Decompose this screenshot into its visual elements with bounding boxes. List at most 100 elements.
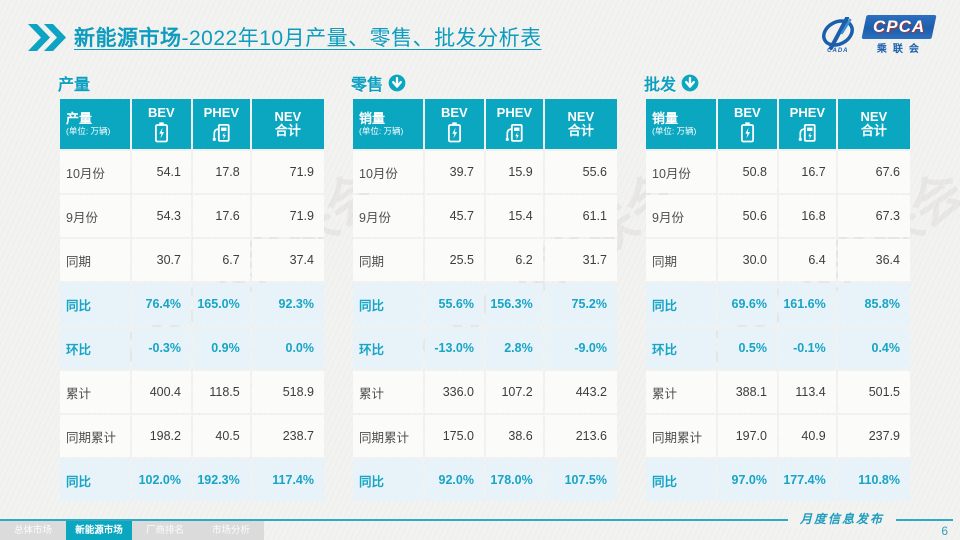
nev-total-value: 85.8%	[837, 283, 910, 325]
phev-value: 161.6%	[778, 283, 836, 325]
phev-value: 178.0%	[485, 459, 543, 501]
retail-section-label: 零售	[351, 77, 384, 94]
bev-value: 0.5%	[717, 327, 777, 369]
phev-value: 16.7	[778, 151, 836, 193]
phev-value: 15.4	[485, 195, 543, 237]
corner-header-cell: 销量 (单位: 万辆)	[353, 99, 423, 149]
phev-value: 118.5	[192, 371, 250, 413]
footer-divider-line	[0, 519, 953, 521]
phev-label: PHEV	[789, 104, 826, 120]
cpca-label: CPCA	[872, 17, 925, 36]
row-label: 10月份	[353, 151, 423, 193]
wholesale-table: 销量 (单位: 万辆) BEV PHEV	[644, 97, 912, 503]
corner-unit: (单位: 万辆)	[359, 126, 404, 136]
bev-value: 30.0	[717, 239, 777, 281]
phev-value: 17.6	[192, 195, 250, 237]
nev-total-value: 71.9	[251, 195, 324, 237]
bev-value: 25.5	[424, 239, 484, 281]
double-chevron-icon	[28, 23, 66, 51]
phev-column-header: PHEV	[486, 99, 543, 149]
table-row: 9月份 50.6 16.8 67.3	[646, 195, 910, 237]
table-row: 环比 0.5% -0.1% 0.4%	[646, 327, 910, 369]
nav-tab[interactable]: 新能源市场	[66, 521, 132, 540]
corner-title: 销量	[359, 111, 386, 126]
charging-pump-icon	[212, 123, 230, 142]
row-label: 同期累计	[60, 415, 130, 457]
bev-value: 336.0	[424, 371, 484, 413]
table-row: 同期 30.0 6.4 36.4	[646, 239, 910, 281]
nav-tab[interactable]: 总体市场	[0, 521, 66, 540]
nev-total-value: 501.5	[837, 371, 910, 413]
bev-value: 50.8	[717, 151, 777, 193]
nev-total-value: 37.4	[251, 239, 324, 281]
nev-total-value: 36.4	[837, 239, 910, 281]
row-label: 10月份	[646, 151, 716, 193]
nev-total-value: 67.6	[837, 151, 910, 193]
nev-label-line2: 合计	[860, 123, 887, 138]
table-row: 累计 388.1 113.4 501.5	[646, 371, 910, 413]
phev-value: 17.8	[192, 151, 250, 193]
phev-value: 107.2	[485, 371, 543, 413]
table-row: 同期累计 198.2 40.5 238.7	[60, 415, 324, 457]
phev-value: 192.3%	[192, 459, 250, 501]
table-row: 10月份 50.8 16.7 67.6	[646, 151, 910, 193]
row-label: 同期	[60, 239, 130, 281]
retail-section-head: 零售	[351, 70, 619, 96]
row-label: 同比	[353, 459, 423, 501]
phev-value: 113.4	[778, 371, 836, 413]
nev-total-value: 213.6	[544, 415, 617, 457]
nev-total-value: 443.2	[544, 371, 617, 413]
bev-value: -0.3%	[131, 327, 191, 369]
row-label: 同期	[353, 239, 423, 281]
page-title: 新能源市场-2022年10月产量、零售、批发分析表	[74, 22, 542, 52]
row-label: 10月份	[60, 151, 130, 193]
nev-total-value: 238.7	[251, 415, 324, 457]
row-label: 同比	[646, 283, 716, 325]
phev-value: 40.9	[778, 415, 836, 457]
bev-value: 92.0%	[424, 459, 484, 501]
table-row: 同比 102.0% 192.3% 117.4%	[60, 459, 324, 501]
row-label: 环比	[353, 327, 423, 369]
bev-label: BEV	[440, 104, 468, 120]
phev-value: 6.4	[778, 239, 836, 281]
table-row: 同比 92.0% 178.0% 107.5%	[353, 459, 617, 501]
corner-header-cell: 销量 (单位: 万辆)	[646, 99, 716, 149]
circle-down-arrow-icon	[388, 74, 406, 92]
row-label: 同比	[60, 283, 130, 325]
battery-icon	[154, 121, 168, 142]
phev-column-header: PHEV	[193, 99, 250, 149]
cpca-wordmark: CPCA 乘联会	[861, 15, 937, 55]
table-row: 环比 -13.0% 2.8% -9.0%	[353, 327, 617, 369]
retail-table: 销量 (单位: 万辆) BEV PHEV	[351, 97, 619, 503]
bev-value: 175.0	[424, 415, 484, 457]
production-table: 产量 (单位: 万辆) BEV PHEV	[58, 97, 326, 503]
nev-total-value: 0.4%	[837, 327, 910, 369]
bev-label: BEV	[147, 104, 175, 120]
bev-value: 54.3	[131, 195, 191, 237]
row-label: 环比	[646, 327, 716, 369]
nev-total-value: 107.5%	[544, 459, 617, 501]
phev-column-header: PHEV	[779, 99, 836, 149]
page-title-bold: 新能源市场	[74, 27, 182, 50]
row-label: 累计	[646, 371, 716, 413]
bev-value: 197.0	[717, 415, 777, 457]
phev-value: 165.0%	[192, 283, 250, 325]
table-row: 同比 97.0% 177.4% 110.8%	[646, 459, 910, 501]
nav-tab[interactable]: 厂商排名	[132, 521, 198, 540]
phev-value: 177.4%	[778, 459, 836, 501]
table-row: 同期累计 197.0 40.9 237.9	[646, 415, 910, 457]
nev-total-value: 31.7	[544, 239, 617, 281]
nev-total-value: 0.0%	[251, 327, 324, 369]
bev-label: BEV	[733, 104, 761, 120]
nav-tab[interactable]: 市场分析	[198, 521, 264, 540]
table-row: 10月份 54.1 17.8 71.9	[60, 151, 324, 193]
phev-value: 0.9%	[192, 327, 250, 369]
cada-label: CADA	[827, 47, 849, 54]
corner-unit: (单位: 万辆)	[66, 126, 111, 136]
table-row: 累计 400.4 118.5 518.9	[60, 371, 324, 413]
production-section-label: 产量	[58, 77, 91, 94]
row-label: 9月份	[60, 195, 130, 237]
tables-row: 产量 产量 (单位: 万辆) BEV	[58, 70, 912, 503]
charging-pump-icon	[798, 123, 816, 142]
nev-column-header: NEV 合计	[545, 99, 617, 149]
